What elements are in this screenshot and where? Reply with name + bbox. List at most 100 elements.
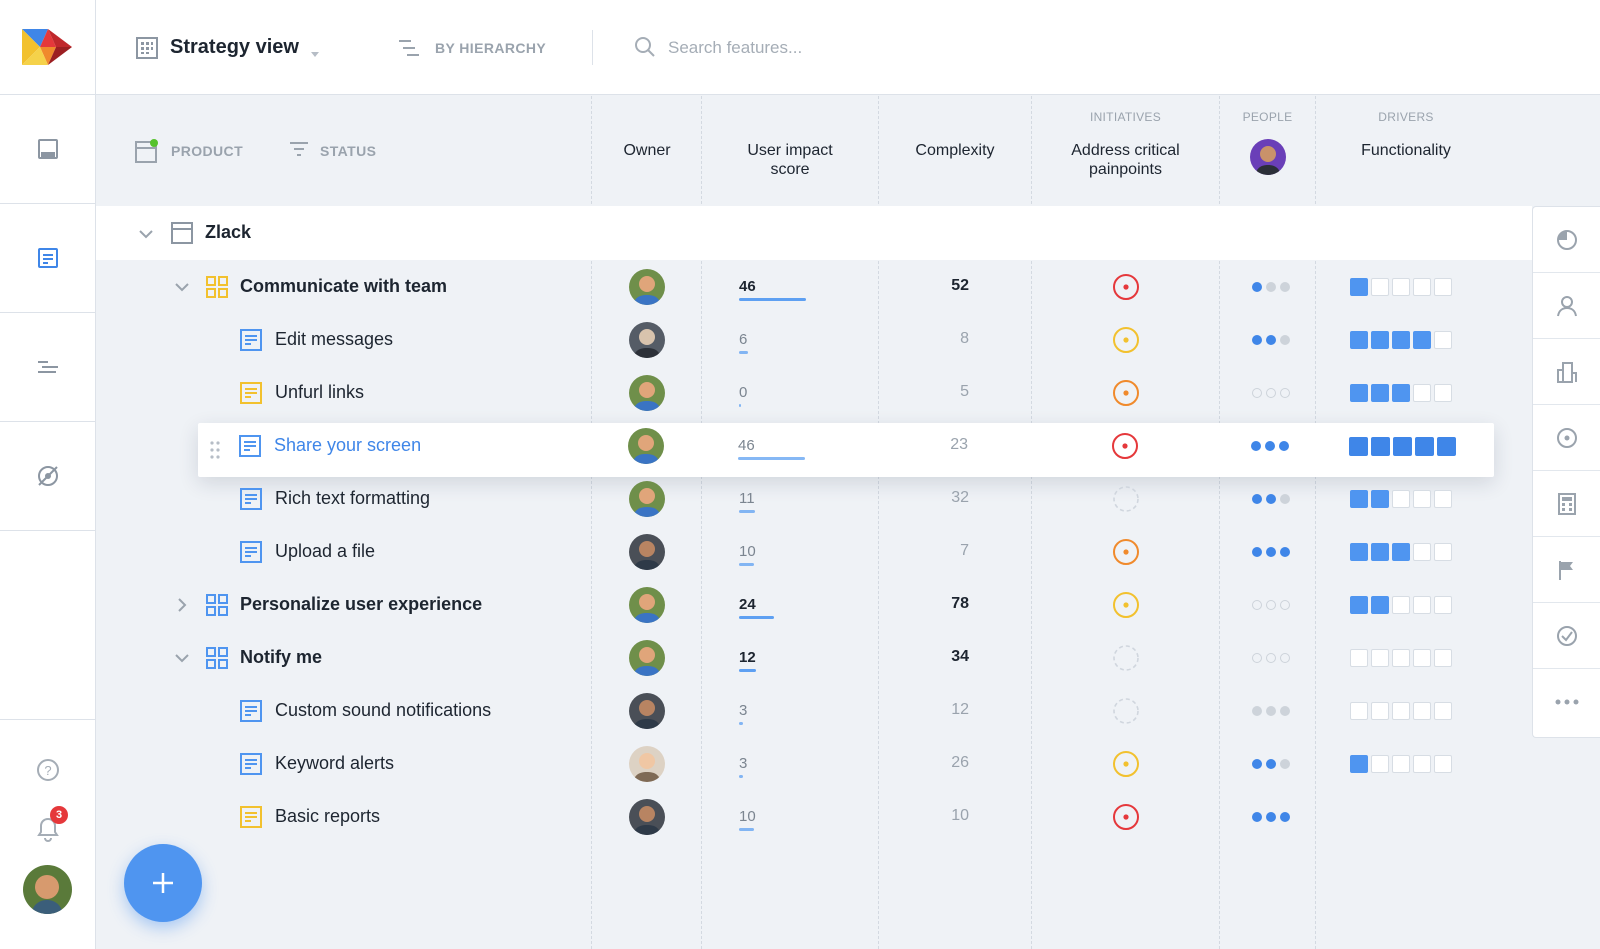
product-filter[interactable]: PRODUCT xyxy=(171,143,244,159)
owner-avatar[interactable] xyxy=(629,269,665,305)
sidebar-item-roadmap[interactable] xyxy=(0,313,95,422)
group-by-button[interactable]: BY HIERARCHY xyxy=(435,40,547,56)
column-header-user-impact[interactable]: User impact score xyxy=(702,141,878,179)
column-header-complexity[interactable]: Complexity xyxy=(915,142,995,159)
complexity-value[interactable]: 5 xyxy=(960,383,969,400)
user-impact-score[interactable]: 6 xyxy=(739,331,748,354)
product-row[interactable]: Zlack xyxy=(96,206,1532,260)
driver-rating[interactable] xyxy=(1350,490,1452,508)
driver-rating[interactable] xyxy=(1350,331,1452,349)
search-input[interactable] xyxy=(668,34,1068,62)
user-impact-score[interactable]: 0 xyxy=(739,384,747,407)
user-impact-score[interactable]: 3 xyxy=(739,702,747,725)
view-selector[interactable]: Strategy view xyxy=(170,36,299,58)
initiative-marker[interactable] xyxy=(1112,697,1140,730)
initiative-marker[interactable] xyxy=(1112,273,1140,306)
people-rating[interactable] xyxy=(1252,759,1290,769)
initiative-marker[interactable] xyxy=(1112,379,1140,412)
complexity-value[interactable]: 12 xyxy=(951,701,969,718)
chevron-down-icon[interactable] xyxy=(175,653,189,672)
filter-icon[interactable] xyxy=(289,140,309,165)
column-header-person-avatar[interactable] xyxy=(1250,139,1286,175)
complexity-value[interactable]: 23 xyxy=(950,436,968,453)
chevron-down-icon[interactable] xyxy=(139,226,153,244)
driver-rating[interactable] xyxy=(1350,755,1452,773)
initiative-marker[interactable] xyxy=(1112,644,1140,677)
status-filter[interactable]: STATUS xyxy=(320,143,377,159)
owner-avatar[interactable] xyxy=(628,428,664,464)
app-logo[interactable] xyxy=(0,0,95,95)
sidebar-item-inbox[interactable] xyxy=(0,95,95,204)
driver-rating[interactable] xyxy=(1350,543,1452,561)
item-name[interactable]: Share your screen xyxy=(274,435,422,455)
check-button[interactable] xyxy=(1533,603,1600,669)
user-impact-score[interactable]: 46 xyxy=(738,437,805,460)
initiative-marker[interactable] xyxy=(1112,485,1140,518)
flag-button[interactable] xyxy=(1533,537,1600,603)
owner-avatar[interactable] xyxy=(629,587,665,623)
initiative-marker[interactable] xyxy=(1112,750,1140,783)
sidebar-item-insights[interactable] xyxy=(0,422,95,531)
complexity-value[interactable]: 78 xyxy=(951,595,969,612)
target-button[interactable] xyxy=(1533,405,1600,471)
add-feature-button[interactable] xyxy=(124,844,202,922)
pie-chart-button[interactable] xyxy=(1533,207,1600,273)
people-rating[interactable] xyxy=(1251,441,1289,451)
complexity-value[interactable]: 34 xyxy=(951,648,969,665)
item-name[interactable]: Communicate with team xyxy=(240,276,448,296)
initiative-marker[interactable] xyxy=(1112,591,1140,624)
hierarchy-icon[interactable] xyxy=(398,38,420,63)
people-rating[interactable] xyxy=(1252,282,1290,292)
user-avatar[interactable] xyxy=(23,865,72,914)
owner-avatar[interactable] xyxy=(629,322,665,358)
column-header-initiative[interactable]: Address critical painpoints xyxy=(1032,141,1219,179)
complexity-value[interactable]: 7 xyxy=(960,542,969,559)
driver-rating[interactable] xyxy=(1350,278,1452,296)
user-impact-score[interactable]: 12 xyxy=(739,649,757,672)
people-rating[interactable] xyxy=(1252,335,1290,345)
user-impact-score[interactable]: 3 xyxy=(739,755,747,778)
owner-avatar[interactable] xyxy=(629,746,665,782)
item-name[interactable]: Basic reports xyxy=(275,806,381,826)
initiative-marker[interactable] xyxy=(1112,538,1140,571)
chevron-down-icon[interactable] xyxy=(175,282,189,301)
complexity-value[interactable]: 32 xyxy=(951,489,969,506)
owner-avatar[interactable] xyxy=(629,481,665,517)
people-rating[interactable] xyxy=(1252,547,1290,557)
driver-rating[interactable] xyxy=(1350,702,1452,720)
complexity-value[interactable]: 26 xyxy=(951,754,969,771)
building-button[interactable] xyxy=(1533,339,1600,405)
calculator-button[interactable] xyxy=(1533,471,1600,537)
user-impact-score[interactable]: 10 xyxy=(739,543,756,566)
driver-rating[interactable] xyxy=(1349,437,1456,456)
user-impact-score[interactable]: 46 xyxy=(739,278,806,301)
item-name[interactable]: Notify me xyxy=(240,647,323,667)
initiative-marker[interactable] xyxy=(1112,326,1140,359)
column-header-owner[interactable]: Owner xyxy=(623,142,671,159)
drag-handle-icon[interactable] xyxy=(210,441,220,464)
people-rating[interactable] xyxy=(1252,706,1290,716)
user-impact-score[interactable]: 10 xyxy=(739,808,756,831)
item-name[interactable]: Keyword alerts xyxy=(275,753,395,773)
owner-avatar[interactable] xyxy=(629,799,665,835)
product-filter-icon[interactable] xyxy=(135,139,159,168)
item-name[interactable]: Upload a file xyxy=(275,541,376,561)
complexity-value[interactable]: 8 xyxy=(960,330,969,347)
complexity-value[interactable]: 52 xyxy=(951,277,969,294)
user-impact-score[interactable]: 11 xyxy=(739,490,755,513)
people-rating[interactable] xyxy=(1252,812,1290,822)
more-button[interactable] xyxy=(1533,669,1600,735)
item-name[interactable]: Personalize user experience xyxy=(240,594,483,614)
item-name[interactable]: Rich text formatting xyxy=(275,488,431,508)
sidebar-item-features[interactable] xyxy=(0,204,95,313)
driver-rating[interactable] xyxy=(1350,596,1452,614)
driver-rating[interactable] xyxy=(1350,384,1452,402)
chevron-down-icon[interactable] xyxy=(310,45,320,63)
people-rating[interactable] xyxy=(1252,600,1290,610)
help-button[interactable]: ? xyxy=(36,758,60,787)
person-button[interactable] xyxy=(1533,273,1600,339)
column-header-driver[interactable]: Functionality xyxy=(1361,142,1451,159)
user-impact-score[interactable]: 24 xyxy=(739,596,774,619)
item-name[interactable]: Custom sound notifications xyxy=(275,700,492,720)
owner-avatar[interactable] xyxy=(629,640,665,676)
